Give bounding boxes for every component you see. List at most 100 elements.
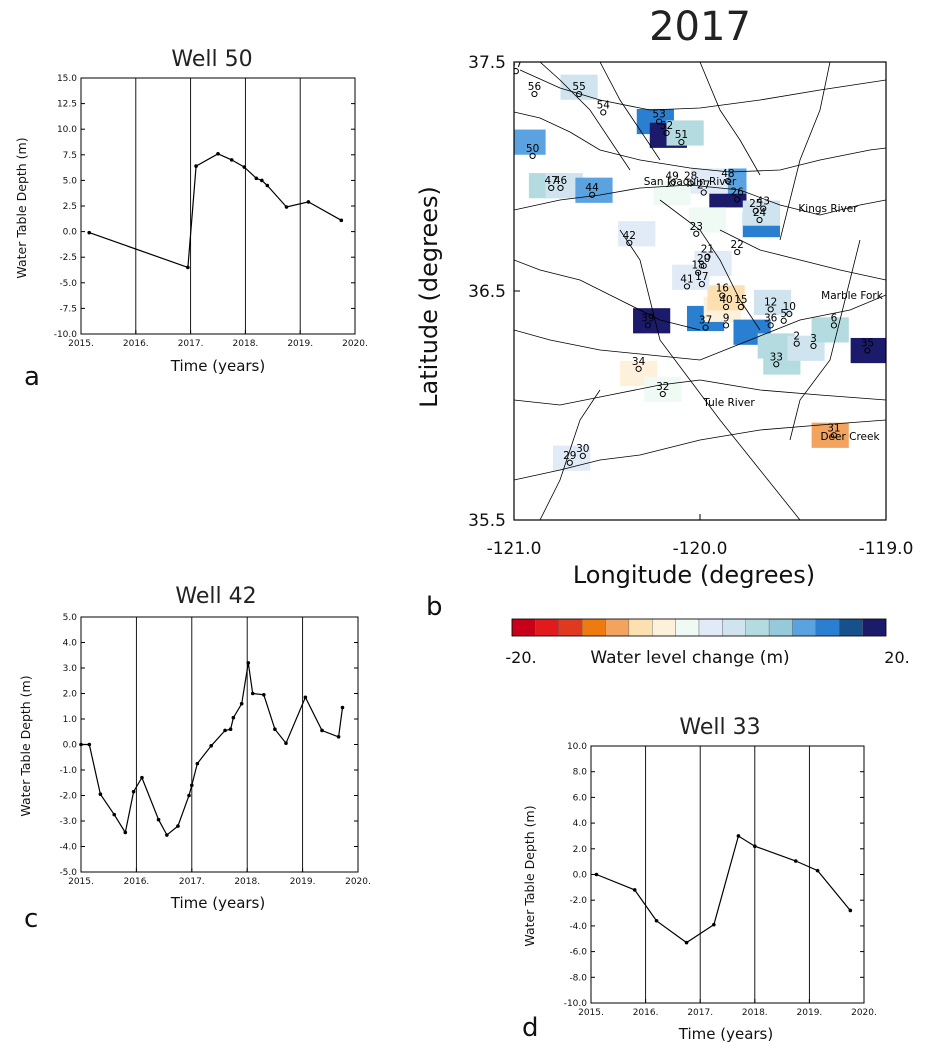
- c-point-26: [340, 705, 345, 710]
- colorbar-frame: [511, 618, 887, 637]
- a-point-4: [229, 158, 234, 162]
- well-marker-29: [566, 459, 573, 466]
- a-point-9: [284, 205, 289, 209]
- a-ytick-label-8: 10.0: [57, 125, 77, 135]
- well-marker-28: [687, 180, 694, 187]
- well-marker-44: [589, 191, 596, 198]
- d-ytick-label-0: -10.0: [564, 999, 588, 1009]
- c-point-7: [156, 817, 161, 822]
- d-xtick-label-0: 2015.: [578, 1008, 604, 1018]
- well-label-5: 5: [780, 308, 787, 320]
- well-label-28: 28: [684, 170, 697, 182]
- d-point-9: [848, 908, 853, 913]
- well-marker-5: [780, 317, 787, 324]
- c-xtick-label-1: 2016.: [124, 877, 150, 887]
- map-cell-3: [575, 177, 613, 203]
- well-marker-18: [695, 269, 702, 276]
- well-label-41: 41: [680, 273, 693, 285]
- colorbar-swatch-14: [839, 618, 863, 637]
- river-14: [719, 229, 886, 281]
- well-label-25: 25: [749, 198, 762, 210]
- c-ytick-label-10: 5.0: [63, 613, 78, 623]
- d-ytick-label-2: -6.0: [569, 948, 587, 958]
- colorbar-swatch-6: [652, 618, 676, 637]
- map-cell-11: [690, 168, 728, 194]
- c-point-24: [320, 728, 324, 733]
- a-series-line-0: [89, 153, 342, 269]
- c-point-21: [273, 727, 277, 731]
- a-point-5: [242, 165, 247, 169]
- well-marker-57: [514, 68, 519, 75]
- river-11: [659, 199, 761, 331]
- a-xtick-label-4: 2019.: [287, 339, 313, 349]
- chart-a-xlabel: Time (years): [170, 357, 265, 375]
- well-marker-37: [702, 324, 709, 331]
- a-ytick-label-5: 2.5: [63, 202, 77, 212]
- well-marker-41: [683, 283, 691, 290]
- c-xtick-label-4: 2019.: [290, 877, 316, 887]
- colorbar: [511, 618, 887, 637]
- a-point-3: [216, 151, 220, 156]
- map-xlabel: Longitude (degrees): [573, 561, 815, 589]
- chart-c-ylabel: Water Table Depth (m): [18, 675, 33, 816]
- well-marker-17: [698, 281, 705, 288]
- well-marker-22: [734, 248, 741, 256]
- river-label-1: Kings River: [798, 203, 858, 215]
- well-marker-21: [704, 253, 711, 260]
- well-marker-2: [793, 340, 800, 347]
- c-point-8: [165, 833, 169, 837]
- river-6: [539, 389, 601, 520]
- c-point-25: [336, 735, 341, 739]
- c-point-9: [176, 824, 180, 828]
- well-label-26: 26: [731, 186, 745, 198]
- well-marker-6: [830, 322, 838, 329]
- c-point-4: [123, 830, 128, 835]
- well-label-53: 53: [652, 109, 665, 121]
- c-ytick-label-3: -2.0: [59, 792, 77, 802]
- well-label-21: 21: [701, 244, 714, 256]
- c-point-20: [262, 692, 266, 697]
- c-ytick-label-2: -3.0: [59, 817, 77, 827]
- well-marker-39: [644, 322, 652, 329]
- well-label-31: 31: [827, 422, 840, 434]
- panel-letter-b: b: [426, 592, 443, 622]
- panel-letter-a: a: [24, 362, 40, 392]
- well-label-40: 40: [719, 294, 732, 306]
- a-ytick-label-4: 0.0: [63, 228, 78, 238]
- chart-well-33: Well 33 2015. 2016. 2017. 2018. 2019. 2020. -1…: [522, 715, 877, 1043]
- well-marker-53: [655, 118, 663, 125]
- c-point-0: [79, 742, 83, 747]
- well-marker-32: [659, 390, 666, 398]
- well-label-56: 56: [528, 81, 542, 93]
- chart-c-xlabel: Time (years): [170, 894, 265, 912]
- c-point-10: [187, 793, 191, 798]
- panel-letter-c: c: [24, 904, 39, 934]
- a-point-8: [265, 183, 270, 188]
- c-series-line-0: [81, 662, 344, 836]
- map-cell-0: [514, 129, 546, 155]
- river-network: [514, 62, 886, 520]
- d-ytick-label-10: 10.0: [567, 742, 587, 752]
- well-marker-15: [737, 303, 745, 311]
- river-label-2: Marble Fork: [821, 290, 884, 302]
- colorbar-label: Water level change (m): [590, 648, 789, 668]
- river-8: [779, 62, 831, 241]
- a-ytick-label-7: 7.5: [63, 151, 77, 161]
- well-label-33: 33: [770, 351, 783, 363]
- chart-a-ylabel: Water Table Depth (m): [14, 137, 29, 278]
- c-xtick-label-3: 2018.: [234, 877, 260, 887]
- a-ytick-label-6: 5.0: [63, 176, 78, 186]
- well-label-22: 22: [731, 239, 744, 251]
- a-point-7: [260, 178, 264, 183]
- c-point-17: [239, 701, 244, 706]
- colorbar-swatch-9: [722, 618, 746, 637]
- well-marker-25: [752, 207, 759, 214]
- colorbar-swatch-13: [815, 618, 840, 637]
- colorbar-swatch-0: [511, 618, 536, 637]
- d-ytick-label-1: -8.0: [569, 973, 587, 983]
- river-15: [539, 62, 631, 171]
- river-0: [514, 111, 886, 173]
- a-point-1: [186, 265, 190, 270]
- c-point-23: [303, 695, 308, 700]
- a-ytick-label-9: 12.5: [57, 100, 77, 110]
